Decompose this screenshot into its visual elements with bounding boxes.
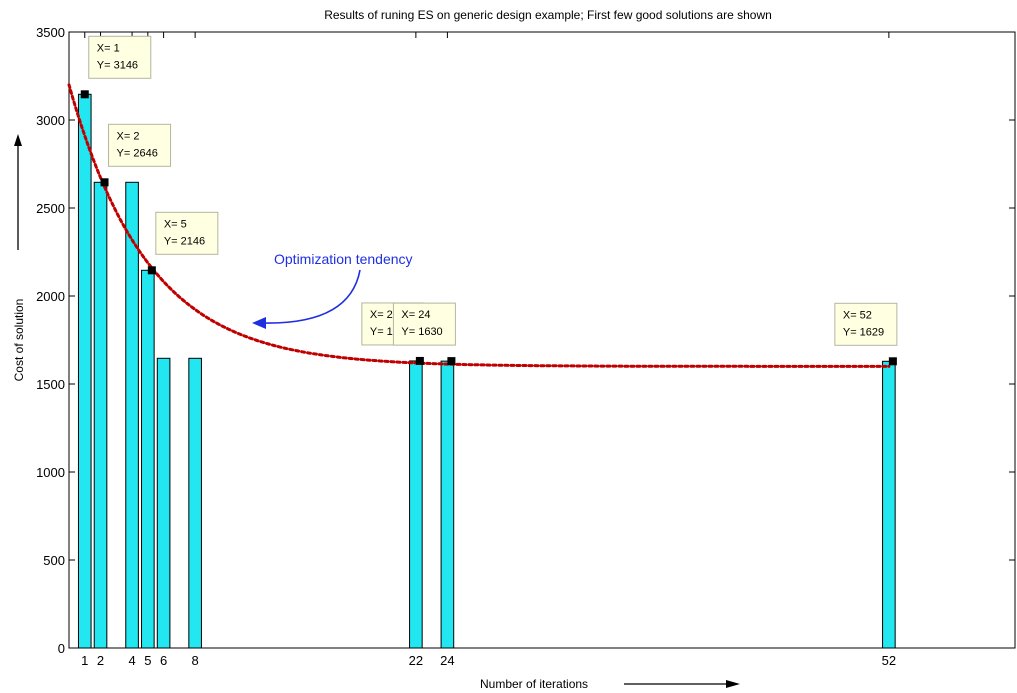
bar bbox=[141, 269, 155, 649]
bar bbox=[93, 181, 108, 649]
datatip-marker bbox=[147, 266, 156, 275]
datatip-marker bbox=[888, 357, 897, 366]
datatip-y-text: Y= 1629 bbox=[843, 326, 884, 338]
datatip-x-text: X= 24 bbox=[401, 309, 430, 321]
bar bbox=[409, 360, 423, 649]
bar bbox=[77, 93, 92, 649]
x-tick-label: 24 bbox=[440, 653, 454, 668]
bar bbox=[125, 181, 139, 649]
datatip-x-text: X= 1 bbox=[97, 42, 120, 54]
datatip-marker bbox=[100, 178, 109, 187]
y-ticks: 0 500 1000 1500 2000 2500 3000 3500 bbox=[36, 25, 1015, 656]
datatip-marker bbox=[80, 90, 89, 99]
x-ticks: 1 2 4 5 6 8 22 24 52 bbox=[81, 32, 896, 668]
y-axis-label: Cost of solution bbox=[12, 299, 26, 382]
datatip-marker bbox=[415, 356, 424, 365]
y-tick-label: 1000 bbox=[36, 465, 65, 480]
datatip-box bbox=[392, 302, 456, 346]
x-tick-label: 5 bbox=[144, 653, 151, 668]
trend-annotation: Optimization tendency bbox=[252, 251, 413, 329]
x-tick-label: 22 bbox=[409, 653, 423, 668]
y-tick-label: 500 bbox=[43, 553, 65, 568]
datatip: X= 5 Y= 2146 bbox=[147, 211, 219, 275]
x-axis-label: Number of iterations bbox=[480, 677, 588, 691]
y-label-group: Cost of solution bbox=[12, 134, 26, 381]
datatip-x-text: X= 22 bbox=[370, 309, 399, 321]
x-label-group: Number of iterations bbox=[480, 677, 740, 691]
y-tick-label: 2000 bbox=[36, 289, 65, 304]
datatip: X= 1 Y= 3146 bbox=[80, 35, 152, 99]
datatip-x-text: X= 2 bbox=[117, 130, 140, 142]
datatip-y-text: Y= 1630 bbox=[401, 326, 442, 338]
datatip-x-text: X= 52 bbox=[843, 309, 872, 321]
y-tick-label: 0 bbox=[58, 641, 65, 656]
x-tick-label: 52 bbox=[882, 653, 896, 668]
datatip-y-text: Y= 3146 bbox=[97, 59, 138, 71]
bar bbox=[882, 360, 896, 649]
y-tick-label: 1500 bbox=[36, 377, 65, 392]
chart-title: Results of runing ES on generic design e… bbox=[324, 8, 772, 22]
x-tick-label: 6 bbox=[160, 653, 167, 668]
x-arrow-head bbox=[726, 680, 740, 688]
datatip-x-text: X= 5 bbox=[164, 218, 187, 230]
bar bbox=[156, 357, 171, 649]
datatip: X= 52 Y= 1629 bbox=[834, 302, 898, 366]
bar bbox=[188, 357, 202, 649]
bar bbox=[440, 360, 455, 649]
y-tick-label: 3500 bbox=[36, 25, 65, 40]
trend-annotation-arrow bbox=[261, 269, 361, 324]
x-tick-label: 8 bbox=[192, 653, 199, 668]
y-tick-label: 3000 bbox=[36, 113, 65, 128]
datatip-box bbox=[155, 211, 219, 255]
datatip-y-text: Y= 2646 bbox=[117, 147, 158, 159]
bars bbox=[77, 93, 896, 649]
y-arrow-head bbox=[14, 134, 22, 146]
x-tick-label: 1 bbox=[81, 653, 88, 668]
y-tick-label: 2500 bbox=[36, 201, 65, 216]
trend-curve-group bbox=[67, 83, 891, 368]
trend-curve bbox=[67, 83, 891, 368]
x-tick-label: 2 bbox=[97, 653, 104, 668]
datatip-marker bbox=[447, 357, 456, 366]
datatip-y-text: Y= 2146 bbox=[164, 235, 205, 247]
datatip-box bbox=[108, 123, 172, 167]
trend-annotation-arrowhead bbox=[252, 317, 266, 329]
trend-annotation-text: Optimization tendency bbox=[274, 251, 413, 267]
x-tick-label: 4 bbox=[128, 653, 135, 668]
datatip-box bbox=[834, 302, 898, 346]
datatip-box bbox=[88, 35, 152, 79]
datatip: X= 2 Y= 2646 bbox=[100, 123, 172, 187]
datatip: X= 24 Y= 1630 bbox=[392, 302, 456, 366]
